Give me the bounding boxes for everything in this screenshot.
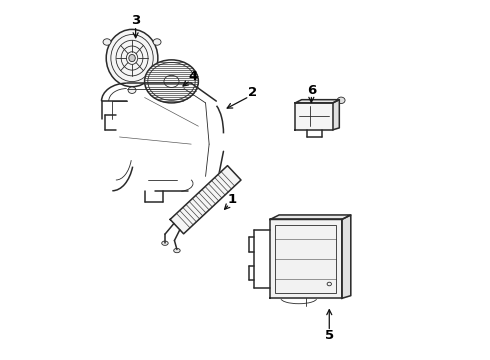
Text: 6: 6 — [307, 84, 316, 97]
Text: 5: 5 — [325, 329, 334, 342]
Bar — [275, 225, 337, 293]
Polygon shape — [295, 100, 339, 103]
Ellipse shape — [153, 39, 161, 45]
Text: 4: 4 — [188, 69, 197, 82]
Polygon shape — [342, 215, 351, 298]
Polygon shape — [295, 103, 333, 130]
Polygon shape — [270, 220, 342, 298]
Text: 1: 1 — [228, 193, 237, 206]
Text: 2: 2 — [247, 86, 257, 99]
Ellipse shape — [128, 87, 136, 94]
Ellipse shape — [174, 248, 180, 253]
Ellipse shape — [164, 75, 179, 87]
Polygon shape — [333, 100, 339, 130]
Ellipse shape — [337, 97, 345, 104]
Ellipse shape — [129, 54, 135, 62]
Ellipse shape — [145, 60, 198, 103]
Ellipse shape — [162, 241, 168, 246]
Polygon shape — [170, 166, 241, 234]
Ellipse shape — [106, 30, 158, 87]
Polygon shape — [270, 215, 351, 220]
Text: 3: 3 — [131, 14, 140, 27]
Ellipse shape — [103, 39, 111, 45]
